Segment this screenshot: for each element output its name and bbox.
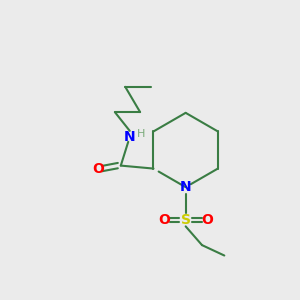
Text: N: N [180,180,191,194]
Text: H: H [137,129,145,139]
Text: O: O [201,213,213,227]
Text: O: O [93,162,104,176]
Text: O: O [158,213,170,227]
Text: N: N [124,130,136,144]
Text: S: S [181,213,191,227]
